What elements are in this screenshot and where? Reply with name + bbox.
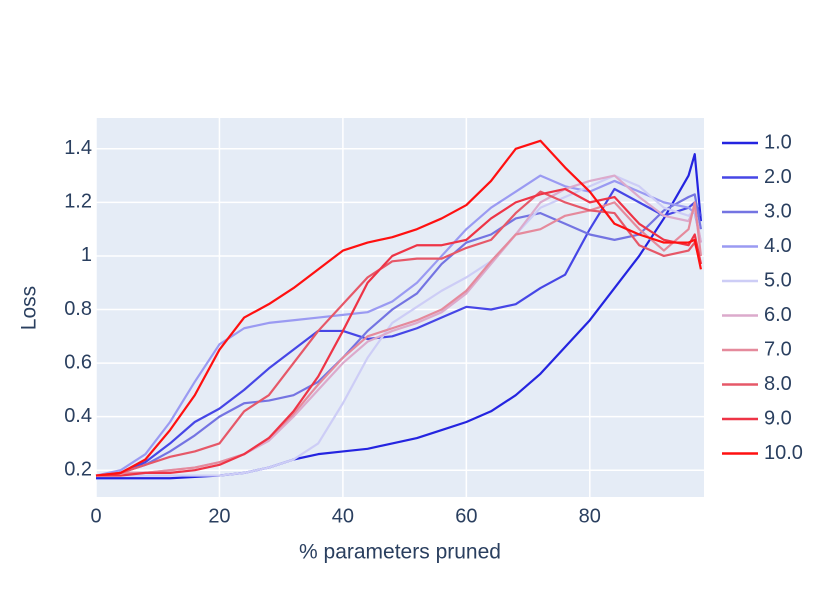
x-tick-label: 20 (208, 505, 230, 527)
y-tick-label: 0.6 (64, 351, 92, 373)
x-axis-title: % parameters pruned (299, 541, 501, 564)
legend-label: 1.0 (764, 131, 792, 153)
x-tick-label: 40 (332, 505, 354, 527)
x-tick-label: 0 (90, 505, 101, 527)
series-line (95, 201, 703, 477)
legend-label: 8.0 (764, 373, 792, 395)
y-tick-label: 1 (81, 244, 92, 266)
series-line (96, 174, 702, 477)
legend-label: 5.0 (764, 269, 792, 291)
legend-label: 3.0 (764, 200, 792, 222)
y-tick-label: 0.4 (64, 405, 92, 427)
legend-label: 6.0 (764, 304, 792, 326)
y-axis-title: Loss (18, 286, 41, 330)
legend-label: 7.0 (764, 338, 792, 360)
legend-label: 4.0 (764, 235, 792, 257)
x-tick-label: 80 (579, 505, 601, 527)
series-line (95, 190, 702, 477)
y-tick-label: 0.8 (64, 298, 92, 320)
series-line (96, 187, 702, 477)
y-tick-label: 1.4 (64, 137, 92, 159)
series-line (95, 139, 702, 477)
y-tick-label: 1.2 (64, 191, 92, 213)
x-tick-label: 60 (455, 505, 477, 527)
legend-label: 10.0 (764, 442, 803, 464)
y-tick-label: 0.2 (64, 458, 92, 480)
series-line (95, 174, 702, 477)
series-line (95, 187, 702, 477)
legend-label: 9.0 (764, 407, 792, 429)
legend-label: 2.0 (764, 166, 792, 188)
